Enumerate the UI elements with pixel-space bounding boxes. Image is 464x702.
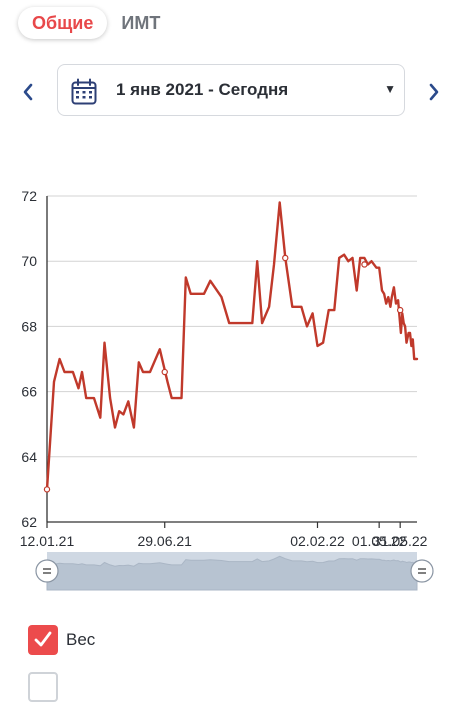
- navigator-left-handle[interactable]: [35, 559, 59, 583]
- next-period-button[interactable]: [422, 78, 446, 106]
- dropdown-caret-icon: ▼: [384, 82, 396, 96]
- tab-bar: Общие ИМТ: [18, 6, 160, 40]
- date-range-label: 1 янв 2021 - Сегодня: [116, 80, 289, 99]
- range-navigator[interactable]: [46, 552, 418, 591]
- chevron-left-icon: [23, 83, 33, 101]
- x-tick-label: 29.06.21: [137, 533, 192, 549]
- date-range-select[interactable]: 1 янв 2021 - Сегодня ▼: [57, 64, 405, 116]
- weight-legend-label: Вес: [66, 630, 96, 649]
- x-tick-label: 31.05.22: [373, 533, 428, 549]
- y-tick-label: 70: [21, 253, 37, 269]
- y-tick-label: 68: [21, 318, 37, 334]
- data-point-marker: [361, 261, 368, 268]
- tab-bmi[interactable]: ИМТ: [121, 12, 161, 33]
- navigator-right-handle[interactable]: [410, 559, 434, 583]
- handle-knob: [35, 559, 59, 583]
- y-tick-label: 72: [21, 188, 37, 204]
- data-point-marker: [396, 306, 404, 314]
- tab-general[interactable]: Общие: [18, 7, 108, 39]
- weight-line-chart: 62 64 66 68 70 72 12.01.21 29.06.21 02.02.22 01.…: [20, 188, 434, 591]
- x-tick-label: 02.02.22: [290, 533, 345, 549]
- legend-weight[interactable]: Вес: [28, 625, 95, 655]
- y-tick-label: 66: [21, 384, 37, 400]
- weight-series-line: [45, 201, 419, 491]
- data-point-marker: [282, 254, 289, 262]
- y-tick-label: 64: [21, 449, 37, 465]
- x-tick-label: 12.01.21: [20, 533, 75, 549]
- handle-knob: [410, 559, 434, 583]
- data-point-marker: [161, 368, 168, 376]
- calendar-icon: [71, 78, 97, 105]
- x-tick-label: 01.05.22: [352, 533, 407, 549]
- y-tick-label: 62: [21, 514, 37, 530]
- second-series-checkbox[interactable]: [28, 672, 58, 702]
- weight-checkbox[interactable]: [28, 625, 58, 655]
- chevron-right-icon: [429, 83, 439, 101]
- previous-period-button[interactable]: [16, 78, 40, 106]
- data-point-markers: [43, 254, 404, 493]
- navigator-mini-series: [46, 555, 418, 591]
- y-axis-tick-labels: 62 64 66 68 70 72: [21, 188, 37, 530]
- checkmark-icon: [34, 631, 52, 647]
- data-point-marker: [43, 486, 51, 493]
